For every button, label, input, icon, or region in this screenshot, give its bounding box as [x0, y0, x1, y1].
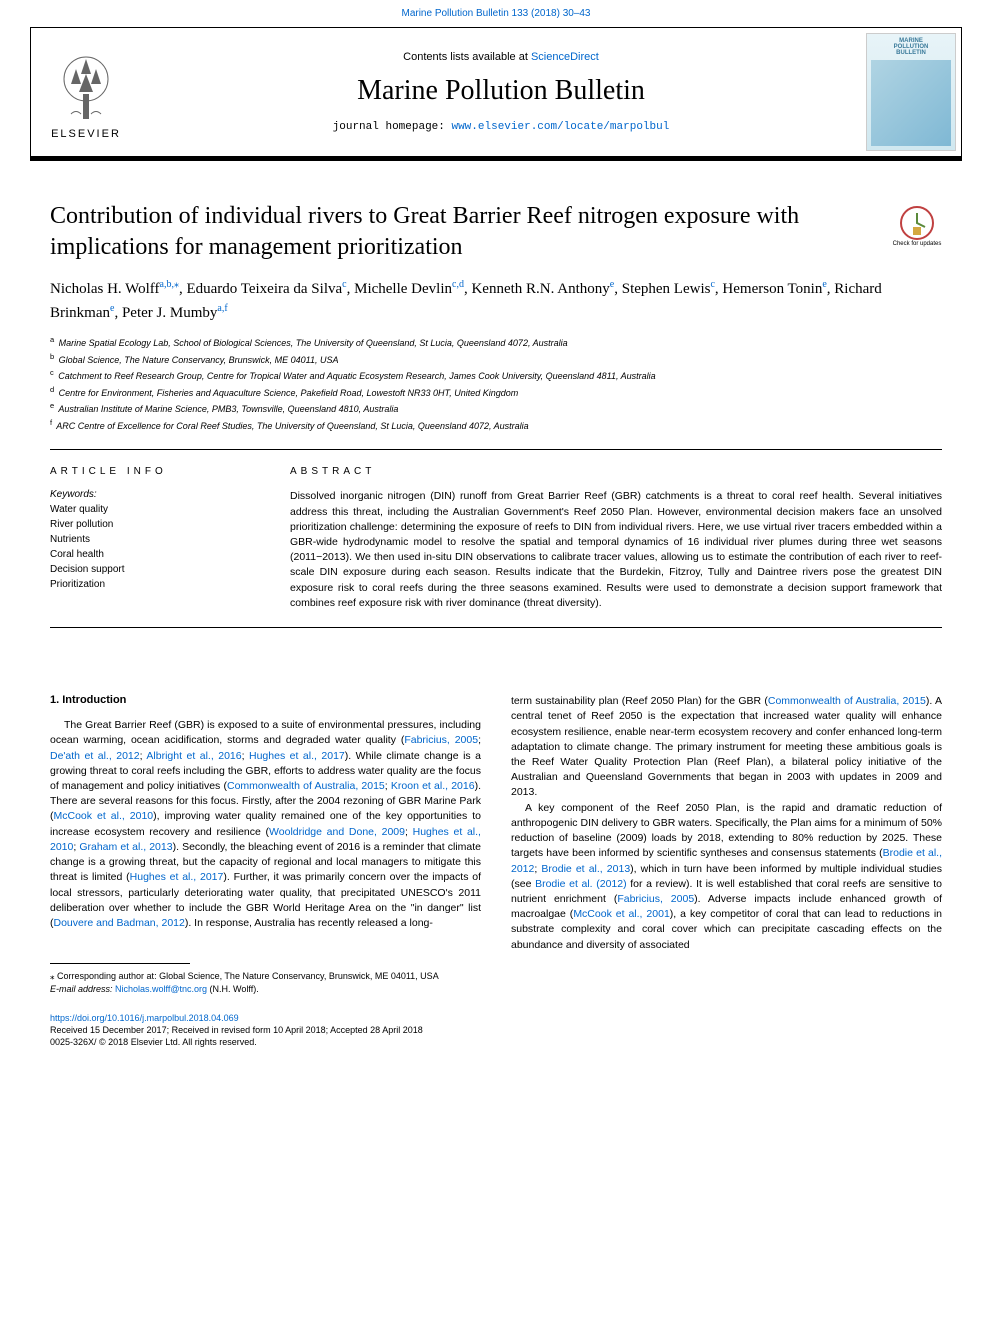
doi-link[interactable]: https://doi.org/10.1016/j.marpolbul.2018…: [50, 1013, 239, 1023]
homepage-link[interactable]: www.elsevier.com/locate/marpolbul: [451, 121, 669, 133]
article-title: Contribution of individual rivers to Gre…: [50, 201, 892, 263]
publisher-name: ELSEVIER: [51, 128, 121, 140]
affiliations-list: a Marine Spatial Ecology Lab, School of …: [50, 334, 942, 433]
doi-line: https://doi.org/10.1016/j.marpolbul.2018…: [50, 1013, 942, 1023]
citation-link[interactable]: Marine Pollution Bulletin 133 (2018) 30–…: [401, 8, 590, 19]
body-paragraph: The Great Barrier Reef (GBR) is exposed …: [50, 718, 481, 931]
affiliation: f ARC Centre of Excellence for Coral Ree…: [50, 417, 942, 434]
journal-name: Marine Pollution Bulletin: [141, 75, 861, 107]
keyword: River pollution: [50, 517, 250, 532]
journal-cover-thumbnail: MARINE POLLUTION BULLETIN: [866, 33, 956, 151]
divider: [50, 449, 942, 450]
check-updates-badge[interactable]: Check for updates: [892, 201, 942, 251]
divider: [50, 627, 942, 628]
authors-list: Nicholas H. Wolffa,b,⁎, Eduardo Teixeira…: [50, 277, 942, 324]
email-link[interactable]: Nicholas.wolff@tnc.org: [115, 984, 207, 994]
keyword: Decision support: [50, 562, 250, 577]
title-row: Contribution of individual rivers to Gre…: [50, 201, 942, 263]
corresponding-author: ⁎ Corresponding author at: Global Scienc…: [50, 970, 942, 997]
keyword: Prioritization: [50, 577, 250, 592]
keywords-list: Water qualityRiver pollutionNutrientsCor…: [50, 502, 250, 592]
check-updates-icon: [899, 205, 935, 241]
affiliation: a Marine Spatial Ecology Lab, School of …: [50, 334, 942, 351]
abstract-column: ABSTRACT Dissolved inorganic nitrogen (D…: [290, 466, 942, 611]
received-line: Received 15 December 2017; Received in r…: [50, 1025, 942, 1035]
info-abstract-row: ARTICLE INFO Keywords: Water qualityRive…: [50, 466, 942, 611]
homepage-line: journal homepage: www.elsevier.com/locat…: [141, 121, 861, 133]
copyright-line: 0025-326X/ © 2018 Elsevier Ltd. All righ…: [50, 1037, 942, 1047]
journal-header: ELSEVIER Contents lists available at Sci…: [30, 27, 962, 157]
publisher-logo: ELSEVIER: [31, 28, 141, 156]
abstract-label: ABSTRACT: [290, 466, 942, 477]
article-body: 1. Introduction The Great Barrier Reef (…: [0, 694, 992, 953]
article-info-column: ARTICLE INFO Keywords: Water qualityRive…: [50, 466, 250, 611]
footer-divider: [50, 963, 190, 964]
section-heading: 1. Introduction: [50, 694, 481, 706]
affiliation: c Catchment to Reef Research Group, Cent…: [50, 367, 942, 384]
keyword: Nutrients: [50, 532, 250, 547]
contents-line: Contents lists available at ScienceDirec…: [141, 51, 861, 63]
article-info-label: ARTICLE INFO: [50, 466, 250, 477]
article-footer: ⁎ Corresponding author at: Global Scienc…: [0, 953, 992, 1067]
affiliation: b Global Science, The Nature Conservancy…: [50, 351, 942, 368]
article-front-matter: Contribution of individual rivers to Gre…: [0, 161, 992, 664]
keyword: Water quality: [50, 502, 250, 517]
elsevier-tree-icon: [51, 44, 121, 124]
keywords-label: Keywords:: [50, 489, 250, 500]
affiliation: d Centre for Environment, Fisheries and …: [50, 384, 942, 401]
affiliation: e Australian Institute of Marine Science…: [50, 400, 942, 417]
header-center: Contents lists available at ScienceDirec…: [141, 28, 861, 156]
sciencedirect-link[interactable]: ScienceDirect: [531, 51, 599, 63]
abstract-text: Dissolved inorganic nitrogen (DIN) runof…: [290, 489, 942, 611]
body-paragraph: A key component of the Reef 2050 Plan, i…: [511, 801, 942, 953]
keyword: Coral health: [50, 547, 250, 562]
body-paragraph: term sustainability plan (Reef 2050 Plan…: [511, 694, 942, 801]
top-citation: Marine Pollution Bulletin 133 (2018) 30–…: [0, 0, 992, 27]
